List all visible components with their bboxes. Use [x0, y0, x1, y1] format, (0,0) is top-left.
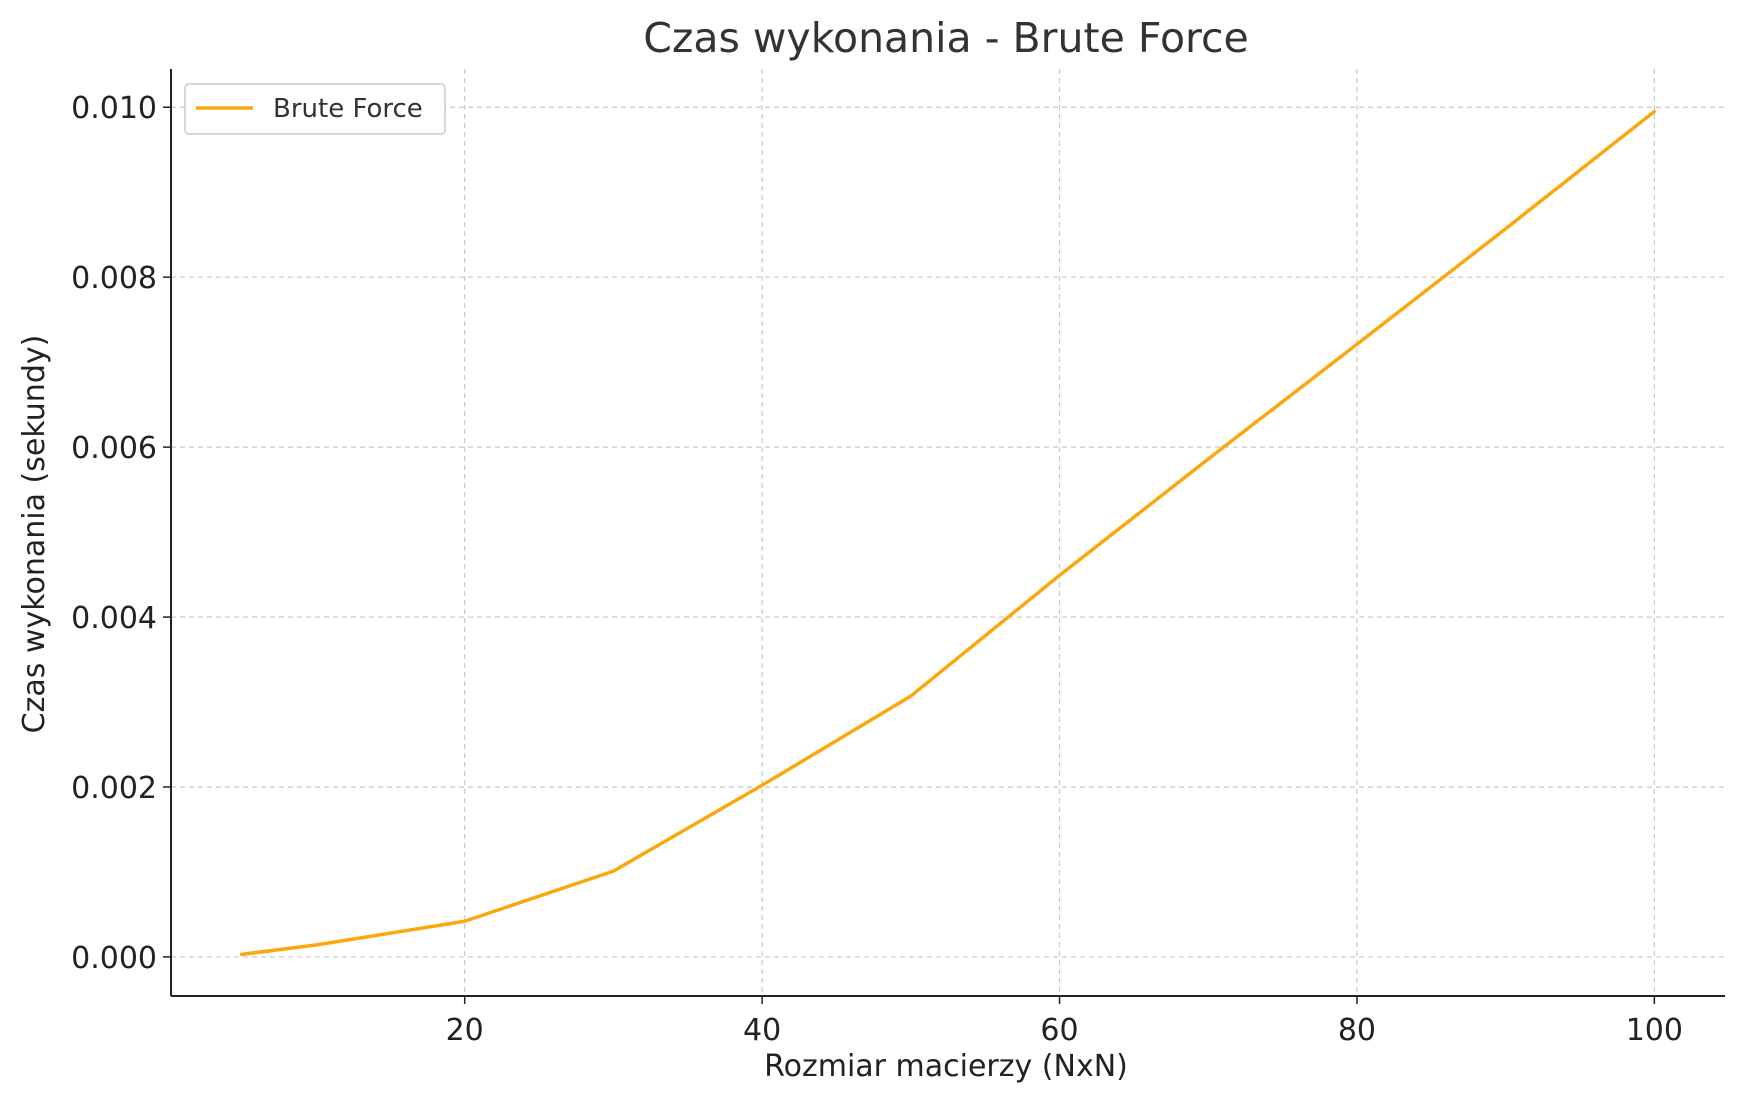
- chart-title: Czas wykonania - Brute Force: [643, 14, 1249, 62]
- x-axis-label: Rozmiar macierzy (NxN): [764, 1049, 1128, 1084]
- x-tick-label: 80: [1338, 1013, 1376, 1048]
- y-tick-label: 0.008: [71, 261, 157, 296]
- x-tick-label: 40: [743, 1013, 781, 1048]
- y-tick-label: 0.006: [71, 431, 157, 466]
- y-tick-label: 0.002: [71, 771, 157, 806]
- y-tick-label: 0.000: [71, 941, 157, 976]
- x-tick-label: 60: [1040, 1013, 1078, 1048]
- y-axis-label: Czas wykonania (sekundy): [17, 335, 52, 734]
- y-ticks: 0.000 0.002 0.004 0.006 0.008 0.010: [71, 91, 171, 976]
- legend: Brute Force: [184, 83, 446, 135]
- legend-label-brute-force: Brute Force: [273, 94, 423, 124]
- x-tick-label: 20: [446, 1013, 484, 1048]
- series-layer: [239, 109, 1657, 957]
- axes: [170, 69, 1725, 997]
- x-ticks: 20 40 60 80 100: [446, 996, 1683, 1048]
- x-tick-label: 100: [1626, 1013, 1683, 1048]
- grid: [171, 69, 1725, 996]
- legend-box: [184, 83, 446, 135]
- y-tick-label: 0.010: [71, 91, 157, 126]
- series-line-brute-force: [239, 109, 1657, 957]
- y-tick-label: 0.004: [71, 601, 157, 636]
